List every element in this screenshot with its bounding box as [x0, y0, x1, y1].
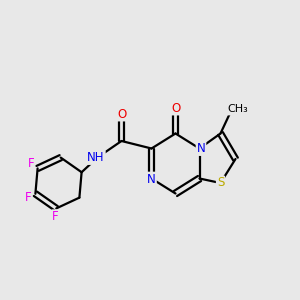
- Text: S: S: [217, 176, 224, 190]
- Text: N: N: [196, 142, 206, 155]
- Text: CH₃: CH₃: [227, 104, 248, 115]
- Text: F: F: [27, 157, 34, 170]
- Text: O: O: [117, 107, 126, 121]
- Text: NH: NH: [87, 151, 105, 164]
- Text: F: F: [25, 191, 31, 204]
- Text: F: F: [52, 210, 59, 223]
- Text: N: N: [147, 172, 156, 186]
- Text: O: O: [171, 101, 180, 115]
